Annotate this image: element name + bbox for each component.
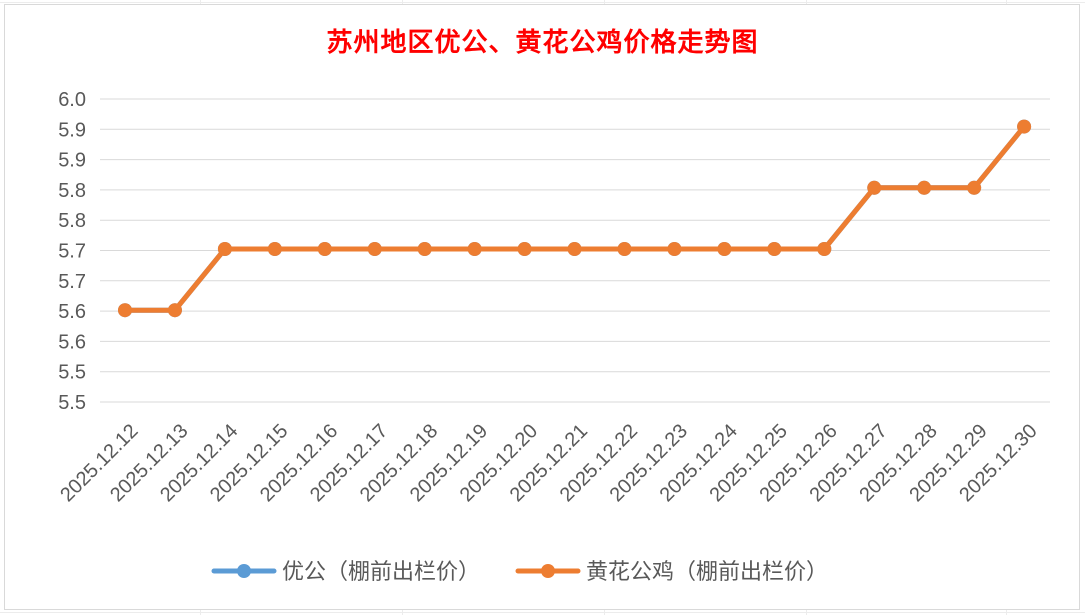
data-point bbox=[118, 303, 132, 318]
data-point bbox=[917, 180, 932, 195]
chart-area[interactable] bbox=[4, 4, 1080, 610]
data-point bbox=[767, 242, 782, 256]
legend-marker bbox=[541, 564, 555, 578]
y-tick-label: 5.8 bbox=[58, 180, 86, 202]
data-point bbox=[267, 242, 282, 256]
y-tick-label: 5.5 bbox=[58, 362, 86, 384]
data-point bbox=[817, 242, 832, 256]
data-point bbox=[167, 303, 182, 318]
data-point bbox=[517, 242, 532, 256]
data-point bbox=[317, 242, 332, 256]
y-tick-label: 5.6 bbox=[58, 301, 86, 323]
series-line bbox=[122, 124, 1027, 313]
series-line bbox=[122, 124, 1027, 313]
y-tick-label: 5.6 bbox=[58, 331, 86, 353]
sheet-gridline bbox=[0, 612, 1085, 613]
chart-title: 苏州地区优公、黄花公鸡价格走势图 bbox=[326, 28, 759, 58]
data-point bbox=[417, 242, 432, 256]
data-point bbox=[567, 242, 582, 256]
data-point bbox=[467, 242, 482, 256]
y-tick-label: 5.7 bbox=[58, 241, 86, 263]
data-point bbox=[367, 242, 382, 256]
y-tick-label: 6.0 bbox=[58, 89, 86, 111]
y-tick-label: 5.9 bbox=[58, 150, 86, 172]
data-point bbox=[617, 242, 632, 256]
data-point bbox=[867, 180, 882, 195]
y-tick-label: 5.7 bbox=[58, 271, 86, 293]
y-tick-label: 5.5 bbox=[58, 392, 86, 414]
legend-label: 黄花公鸡（棚前出栏价） bbox=[586, 560, 828, 585]
data-point bbox=[967, 180, 982, 195]
data-point bbox=[1017, 119, 1032, 134]
y-tick-label: 5.8 bbox=[58, 210, 86, 232]
data-point bbox=[217, 242, 232, 256]
data-point bbox=[667, 242, 682, 256]
legend-marker bbox=[237, 564, 251, 578]
legend-label: 优公（棚前出栏价） bbox=[282, 560, 480, 585]
y-tick-label: 5.9 bbox=[58, 119, 86, 141]
sheet-gridline bbox=[0, 2, 1085, 3]
data-point bbox=[717, 242, 732, 256]
